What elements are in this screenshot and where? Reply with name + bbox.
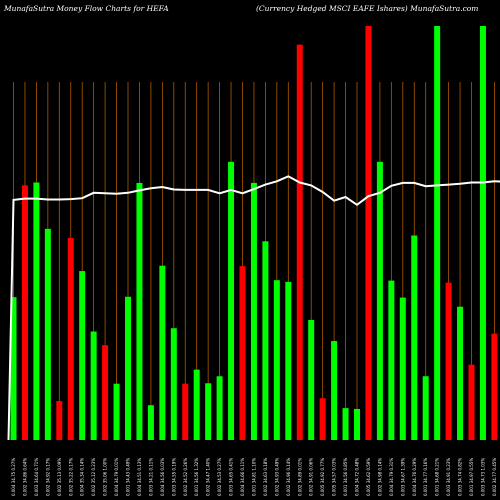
money-flow-bar (491, 333, 498, 440)
money-flow-bar (67, 237, 74, 440)
x-tick-label: 0.005 34.92 0.77% (320, 458, 325, 496)
x-tick-label: 0.002 34.96 0.14% (286, 458, 291, 496)
money-flow-bar (56, 401, 63, 440)
money-flow-bar (170, 328, 177, 440)
chart-header-right: (Currency Hedged MSCI EAFE Ishares) Muna… (256, 4, 478, 13)
money-flow-bar (159, 265, 166, 440)
x-tick-label: 0.002 35.12 0.23% (91, 458, 96, 496)
x-tick-label: 0.003 34.67 1.39% (400, 458, 405, 496)
money-flow-bar (319, 398, 326, 440)
x-tick-label: 0.004 34.76 0.29% (412, 458, 417, 496)
money-flow-bar (342, 408, 349, 440)
money-flow-bar (216, 376, 223, 440)
money-flow-bar (285, 281, 292, 440)
x-tick-label: 0.002 35.22 0.17% (68, 458, 73, 496)
money-flow-bar (411, 235, 418, 440)
x-tick-label: 0.002 34.92 0.17% (45, 458, 50, 496)
money-flow-bar (125, 296, 131, 440)
money-flow-bar (468, 364, 475, 440)
x-tick-label: 0.001 34.43 0.49% (126, 458, 131, 496)
chart-header-left: MunafaSutra Money Flow Charts for HEFA (3, 4, 169, 13)
x-tick-label: 0.004 34.72 0.48% (355, 458, 360, 496)
x-tick-label: 0.001 34.68 0.21% (435, 458, 440, 496)
money-flow-bars (10, 26, 498, 441)
money-flow-line (7, 175, 500, 441)
x-tick-label: 0.005 34.57 0.03% (332, 458, 337, 496)
money-flow-bar (445, 282, 452, 440)
x-tick-label: 0.002 34.47 1.40% (206, 458, 211, 496)
money-flow-bar (273, 280, 280, 440)
money-flow-bar (354, 408, 360, 440)
money-flow-bar (250, 182, 257, 440)
x-tick-label: 0.002 34.91 0.06% (309, 458, 314, 496)
x-tick-label: 0.002 34.89 0.01% (297, 458, 302, 496)
x-tick-label: 0.004 34.51 0.13% (137, 458, 142, 496)
money-flow-bar (21, 185, 28, 440)
x-tick-label: 0.002 34.63 0.18% (263, 458, 268, 496)
x-tick-label: 0.003 34.74 0.82% (458, 458, 463, 496)
x-tick-label: 0.004 34.79 0.01% (114, 458, 119, 496)
money-flow-bar (147, 405, 154, 440)
x-tick-label: 0.004 34.56 0.03% (160, 458, 165, 496)
x-tick-label: 0.002 34.77 0.45% (492, 458, 497, 496)
money-flow-bar (44, 228, 51, 440)
x-tick-label: 0.002 35.13 0.09% (57, 458, 62, 496)
x-tick-label: 0.002 34.52 0.26% (183, 458, 188, 496)
money-flow-bar (10, 297, 17, 440)
x-tick-label: 0.003 34.64 0.71% (34, 458, 39, 496)
money-flow-bar (33, 182, 40, 440)
money-flow-bar (365, 26, 372, 440)
x-tick-label: 0.001 34.77 0.16% (423, 458, 428, 496)
money-flow-bar (193, 369, 200, 440)
money-flow-bar (399, 297, 406, 440)
x-tick-label: 0.004 35.34 0.14% (80, 458, 85, 496)
x-tick-label: 0.003 34.73 1.03% (480, 458, 485, 496)
money-flow-bar (422, 376, 429, 440)
money-flow-bar (102, 345, 109, 440)
x-tick-label: 0.004 34.66 0.11% (240, 458, 245, 496)
money-flow-bar (331, 341, 338, 440)
money-flow-bar (388, 280, 395, 440)
x-tick-label: 0.003 34.91 0.23% (446, 458, 451, 496)
money-flow-bar (228, 161, 235, 441)
x-tick-label: 0.002 34.98 0.14% (377, 458, 382, 496)
x-tick-label: 0.001 34.56 1.32% (194, 458, 199, 496)
money-flow-bar (457, 306, 464, 440)
money-flow-bar (376, 161, 383, 441)
x-tick-label: 0.001 34.81 1.10% (251, 458, 256, 496)
x-tick-label: 0.001 34.56 0.85% (343, 458, 348, 496)
x-tick-label: 0.002 35.06 1.00% (103, 458, 108, 496)
x-tick-label: 0.001 34.97 0.55% (469, 458, 474, 496)
x-tick-label: 0.002 34.53 0.27% (217, 458, 222, 496)
money-flow-bar (136, 182, 143, 440)
x-tick-label: 0.003 34.21 0.11% (148, 458, 153, 496)
money-flow-bar (205, 383, 212, 440)
x-tick-label: 0.002 34.86 0.64% (22, 458, 27, 496)
x-tick-label: 0.005 34.62 0.59% (366, 458, 371, 496)
money-flow-bar (262, 241, 269, 440)
money-flow-bar (296, 44, 303, 440)
money-flow-bar (434, 26, 441, 440)
x-tick-label: 0.004 34.79 0.31% (389, 458, 394, 496)
x-tick-label: 0.004 34.75 0.27% (11, 458, 16, 496)
money-flow-bar (90, 331, 97, 440)
money-flow-bar (113, 383, 120, 440)
money-flow-bar (239, 266, 246, 440)
money-flow-bar (182, 383, 189, 440)
x-tick-label: 0.002 34.93 0.49% (274, 458, 279, 496)
money-flow-bar (79, 271, 86, 440)
x-tick-label: 0.003 34.55 0.19% (171, 458, 176, 496)
money-flow-bar (479, 26, 486, 440)
x-tick-label: 0.003 34.65 0.41% (229, 458, 234, 496)
x-axis-tick-labels: 0.004 34.75 0.27% 0.002 34.86 0.64% 0.003 … (11, 458, 497, 496)
money-flow-bar (308, 319, 315, 440)
